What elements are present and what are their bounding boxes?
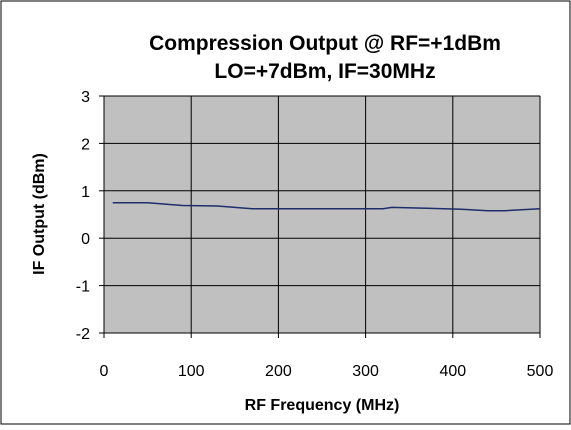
axes: -2 -1 0 1 2 3 0 100 200 300 400 500 [76,89,554,380]
y-tick-label: 1 [81,184,90,201]
y-tick-label: 3 [81,89,90,106]
y-axis-label: IF Output (dBm) [31,153,48,275]
chart-title-line-2: LO=+7dBm, IF=30MHz [214,60,435,83]
series-line [112,201,541,212]
chart-title-line-1: Compression Output @ RF=+1dBm [149,32,501,55]
x-tick-label: 400 [439,363,466,380]
x-tick-label: 0 [100,363,109,380]
y-tick-label: -1 [76,279,90,296]
y-tick-label: 2 [81,136,90,153]
x-tick-label: 200 [265,363,292,380]
y-tick-label: -2 [76,326,90,343]
x-axis-label: RF Frequency (MHz) [245,397,400,414]
y-tick-label: 0 [81,231,90,248]
series-layer [112,201,541,212]
plot-area [103,95,541,334]
x-tick-label: 300 [352,363,379,380]
x-tick-label: 100 [178,363,205,380]
x-tick-label: 500 [527,363,554,380]
